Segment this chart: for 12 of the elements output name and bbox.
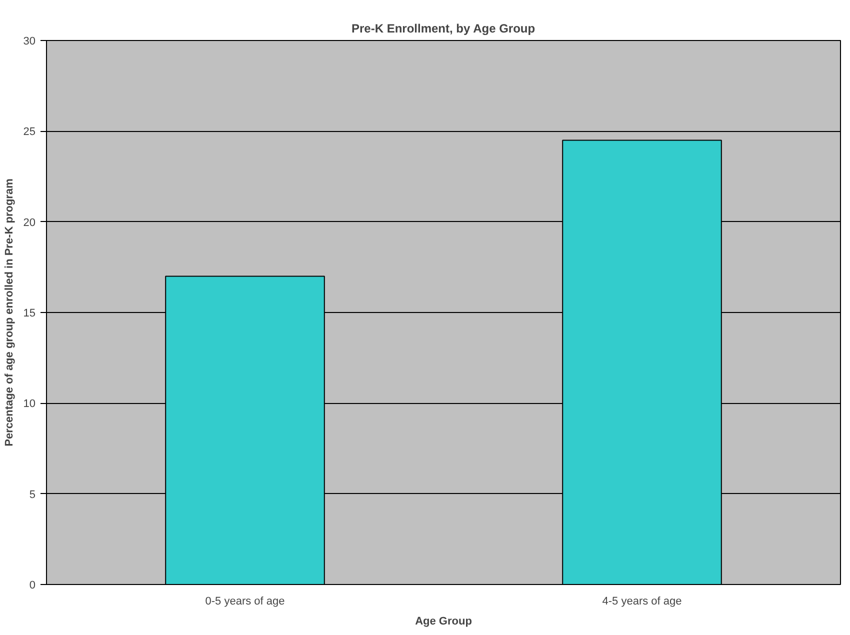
- y-tick-label: 20: [23, 216, 36, 229]
- chart-title: Pre-K Enrollment, by Age Group: [351, 22, 536, 36]
- y-tick-label: 10: [23, 398, 36, 410]
- y-tick-label: 30: [23, 36, 36, 48]
- x-tick-label: 0-5 years of age: [205, 596, 285, 608]
- x-tick-label: 4-5 years of age: [602, 596, 682, 608]
- y-axis-title: Percentage of age group enrolled in Pre-K program: [3, 178, 16, 446]
- y-tick-label: 25: [23, 126, 36, 138]
- y-tick-label: 15: [23, 308, 36, 320]
- x-axis-title: Age Group: [415, 616, 472, 628]
- y-tick-label: 0: [29, 580, 36, 592]
- y-tick-label: 5: [29, 488, 36, 501]
